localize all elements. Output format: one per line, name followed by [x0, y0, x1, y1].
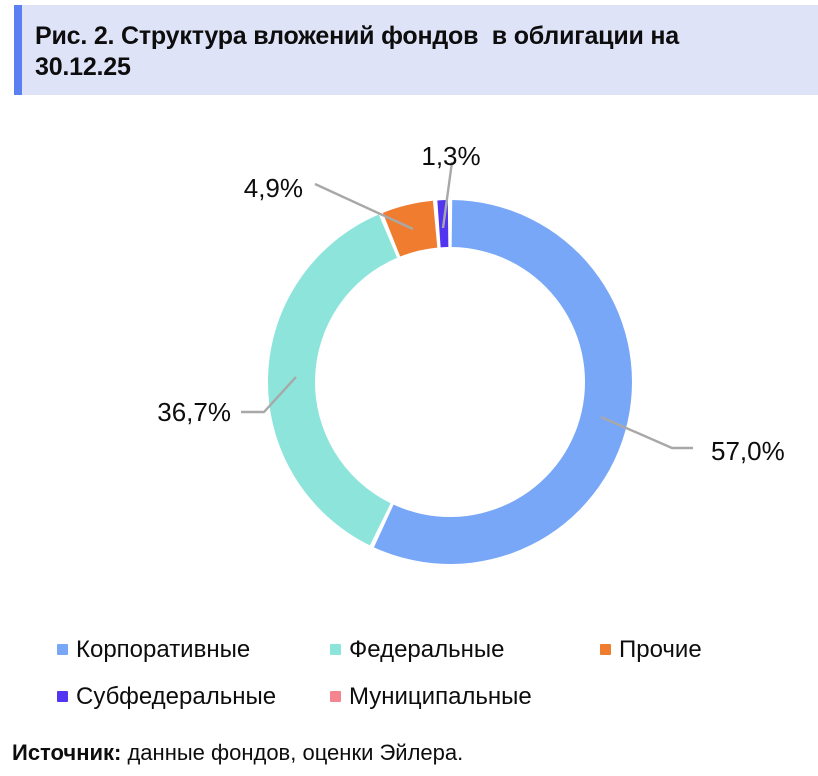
header-body: Рис. 2. Структура вложений фондов в обли… [22, 5, 818, 95]
legend-label-federal: Федеральные [349, 636, 505, 663]
legend-swatch-other [600, 644, 611, 655]
leader-line-other [314, 182, 414, 231]
slice-corporate [373, 200, 632, 564]
slice-federal [268, 214, 398, 546]
pct-label-other: 4,9% [244, 173, 303, 203]
legend-label-subfederal: Субфедеральные [76, 683, 277, 710]
pct-label-subfederal: 1,3% [421, 141, 480, 171]
pct-label-federal: 36,7% [157, 397, 231, 427]
leader-line-corporate [600, 415, 693, 450]
source-line: Источник: данные фондов, оценки Эйлера. [12, 740, 463, 766]
donut-chart: 57,0% 36,7% 4,9% 1,3% [157, 141, 785, 564]
figure-title: Рис. 2. Структура вложений фондов в обли… [35, 22, 686, 81]
leader-line-subfederal [441, 161, 454, 229]
legend-swatch-municipal [330, 691, 341, 702]
leader-line-federal [241, 376, 297, 414]
header-accent-bar [14, 5, 22, 95]
legend-item-subfederal: Субфедеральные [57, 683, 276, 710]
legend-label-other: Прочие [619, 636, 702, 663]
legend-label-municipal: Муниципальные [349, 683, 532, 710]
pct-label-corporate: 57,0% [711, 436, 785, 466]
source-label: Источник: [12, 740, 122, 765]
source-text: данные фондов, оценки Эйлера. [121, 740, 464, 765]
legend-swatch-subfederal [57, 691, 68, 702]
figure-header: Рис. 2. Структура вложений фондов в обли… [14, 5, 818, 95]
legend-item-municipal: Муниципальные [330, 683, 532, 710]
legend-label-corporate: Корпоративные [76, 636, 251, 663]
legend-item-other: Прочие [600, 636, 702, 663]
legend-swatch-corporate [57, 644, 68, 655]
legend-item-federal: Федеральные [330, 636, 504, 663]
legend-item-corporate: Корпоративные [57, 636, 250, 663]
legend-swatch-federal [330, 644, 341, 655]
